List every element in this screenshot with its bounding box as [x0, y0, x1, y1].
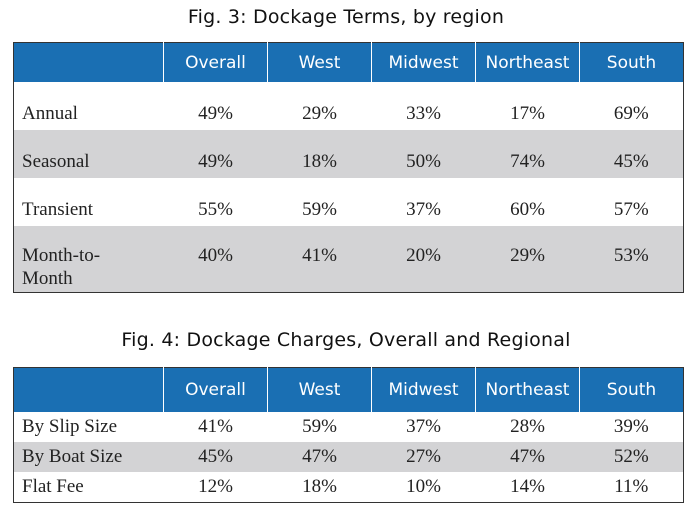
cell-value: 47%: [475, 442, 580, 472]
fig4-title: Fig. 4: Dockage Charges, Overall and Reg…: [121, 329, 571, 351]
column-header-overall: Overall: [163, 42, 268, 82]
cell-value: 37%: [406, 416, 441, 437]
column-header-midwest: Midwest: [371, 367, 476, 412]
header-row: Overall West Midwest Northeast South: [13, 42, 684, 82]
cell-value: 33%: [406, 103, 441, 124]
table-row: By Boat Size 45% 47% 27% 47% 52%: [13, 442, 684, 472]
cell-value: 18%: [267, 130, 372, 178]
row-label: Seasonal: [13, 130, 164, 178]
cell-value: 10%: [406, 476, 441, 497]
cell-value: 45%: [163, 442, 268, 472]
dockage-terms-table: Overall West Midwest Northeast South Ann…: [13, 42, 684, 293]
table-row: By Slip Size 41% 59% 37% 28% 39%: [14, 412, 684, 442]
cell-value: 41%: [267, 226, 372, 293]
corner-header: [13, 42, 164, 82]
cell-value: 57%: [613, 199, 649, 220]
row-label: Month-to-Month: [13, 226, 164, 293]
table-row: Annual 49% 29% 33% 17% 69%: [14, 82, 684, 130]
row-label: By Slip Size: [22, 416, 118, 437]
column-header-south: South: [579, 42, 684, 82]
cell-value: 39%: [613, 416, 649, 437]
cell-value: 59%: [302, 199, 337, 220]
column-header-midwest: Midwest: [371, 42, 476, 82]
cell-value: 18%: [302, 476, 337, 497]
table-row: Month-to-Month 40% 41% 20% 29% 53%: [13, 226, 684, 293]
cell-value: 47%: [267, 442, 372, 472]
row-label: By Boat Size: [13, 442, 164, 472]
table-row: Flat Fee 12% 18% 10% 14% 11%: [14, 472, 684, 503]
cell-value: 50%: [371, 130, 476, 178]
cell-value: 40%: [163, 226, 268, 293]
cell-value: 45%: [579, 130, 684, 178]
cell-value: 49%: [198, 103, 233, 124]
cell-value: 41%: [198, 416, 233, 437]
corner-header: [13, 367, 164, 412]
cell-value: 14%: [510, 476, 545, 497]
cell-value: 49%: [163, 130, 268, 178]
row-label: Transient: [22, 199, 94, 220]
cell-value: 53%: [579, 226, 684, 293]
column-header-northeast: Northeast: [475, 367, 580, 412]
table-row: Transient 55% 59% 37% 60% 57%: [14, 178, 684, 226]
header-row: Overall West Midwest Northeast South: [13, 367, 684, 412]
cell-value: 11%: [614, 476, 649, 497]
cell-value: 74%: [475, 130, 580, 178]
cell-value: 55%: [198, 199, 233, 220]
cell-value: 59%: [302, 416, 337, 437]
cell-value: 29%: [302, 103, 337, 124]
dockage-charges-table: Overall West Midwest Northeast South By …: [13, 367, 684, 503]
cell-value: 27%: [371, 442, 476, 472]
row-label: Flat Fee: [22, 476, 84, 497]
cell-value: 69%: [613, 103, 649, 124]
column-header-overall: Overall: [163, 367, 268, 412]
cell-value: 12%: [198, 476, 233, 497]
cell-value: 17%: [510, 103, 545, 124]
cell-value: 29%: [475, 226, 580, 293]
row-label: Annual: [22, 103, 78, 124]
cell-value: 28%: [510, 416, 545, 437]
column-header-northeast: Northeast: [475, 42, 580, 82]
cell-value: 52%: [579, 442, 684, 472]
cell-value: 37%: [406, 199, 441, 220]
fig3-title: Fig. 3: Dockage Terms, by region: [187, 6, 505, 28]
column-header-west: West: [267, 367, 372, 412]
table-row: Seasonal 49% 18% 50% 74% 45%: [13, 130, 684, 178]
column-header-west: West: [267, 42, 372, 82]
cell-value: 20%: [371, 226, 476, 293]
cell-value: 60%: [510, 199, 545, 220]
column-header-south: South: [579, 367, 684, 412]
